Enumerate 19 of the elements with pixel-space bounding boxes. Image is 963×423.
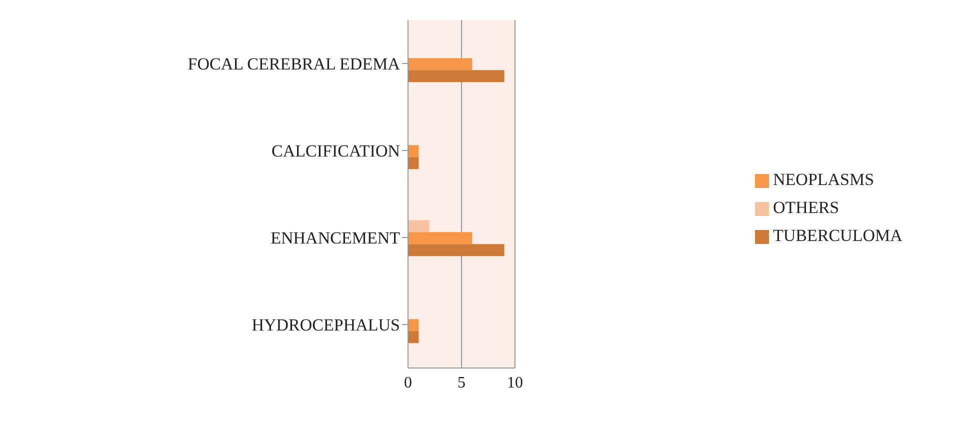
bar [408,145,419,158]
bar [408,319,419,332]
y-tick-label: HYDROCEPHALUS [252,316,400,335]
bar [408,157,419,170]
bar [408,244,504,256]
bar [408,232,472,244]
bar [408,70,504,82]
legend-label: NEOPLASMS [773,170,874,189]
y-tick-label: FOCAL CEREBRAL EDEMA [188,54,401,74]
bar [408,331,419,344]
y-tick-label: ENHANCEMENT [270,228,401,248]
y-tick-label: CALCIFICATION [272,142,400,161]
bar [408,220,430,232]
x-tick-label: 0 [404,374,412,392]
legend-label: OTHERS [773,198,840,217]
x-tick-label: 10 [507,374,523,392]
legend-label: TUBERCULOMA [773,226,902,245]
x-tick-label: 5 [458,374,466,392]
bar [408,58,472,70]
